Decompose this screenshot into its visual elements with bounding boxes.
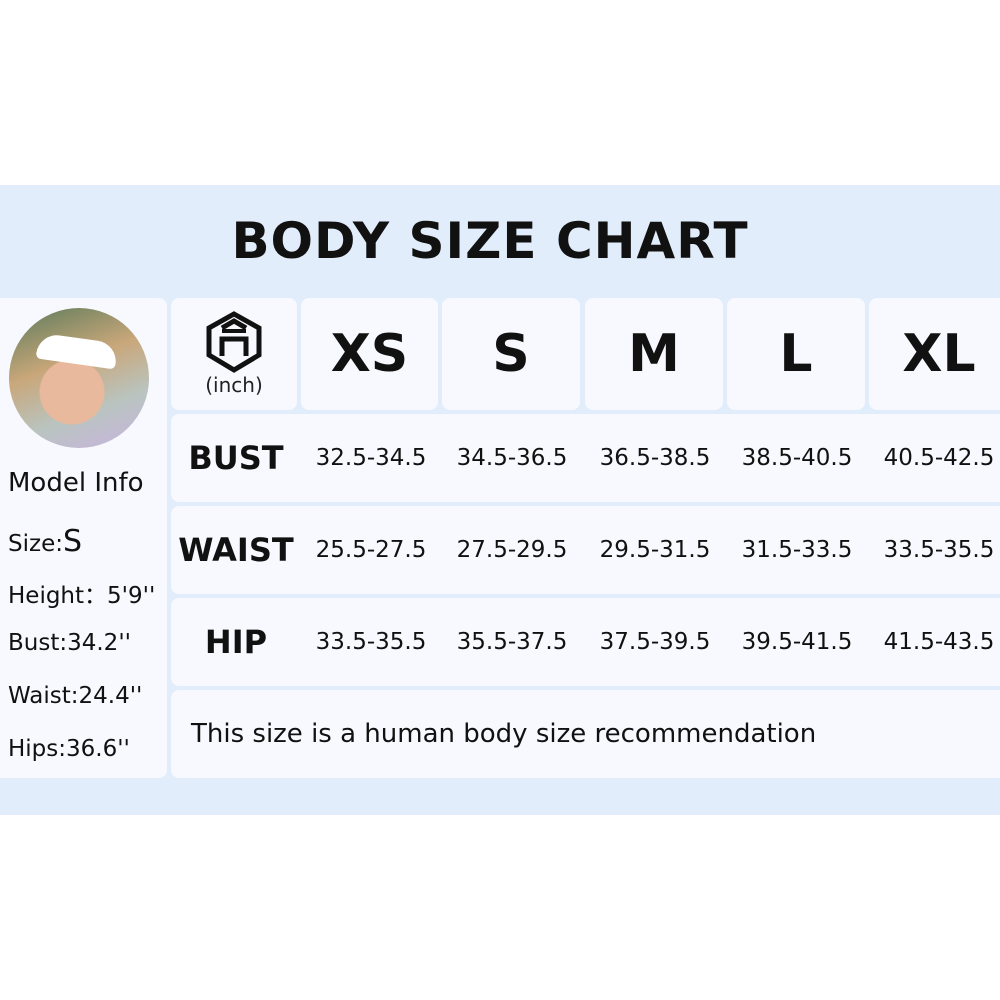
model-bust: Bust:34.2'' [8, 630, 131, 656]
size-header-s: S [442, 298, 580, 410]
size-header-xs: XS [301, 298, 438, 410]
size-value: 37.5-39.5 [599, 629, 711, 655]
size-value: 33.5-35.5 [883, 537, 995, 563]
size-header-xl: XL [869, 298, 1000, 410]
page-title: BODY SIZE CHART [231, 212, 749, 270]
size-value: 35.5-37.5 [456, 629, 568, 655]
size-header-m: M [585, 298, 723, 410]
brand-logo-icon [206, 311, 262, 373]
model-hips: Hips:36.6'' [8, 736, 130, 762]
model-waist: Waist:24.4'' [8, 683, 143, 709]
size-value: 32.5-34.5 [315, 445, 427, 471]
row-label-hip: HIP [204, 623, 268, 661]
size-value: 41.5-43.5 [883, 629, 995, 655]
unit-cell: (inch) [171, 298, 297, 410]
unit-label: (inch) [205, 373, 263, 397]
size-value: 36.5-38.5 [599, 445, 711, 471]
row-label-waist: WAIST [178, 531, 294, 569]
size-value: 25.5-27.5 [315, 537, 427, 563]
model-info-panel: Model Info Size:S Height：5'9'' Bust:34.2… [0, 298, 167, 778]
size-value: 27.5-29.5 [456, 537, 568, 563]
size-value: 39.5-41.5 [741, 629, 853, 655]
model-height: Height：5'9'' [8, 583, 156, 609]
table-row-bust [171, 414, 1000, 502]
size-value: 34.5-36.5 [456, 445, 568, 471]
model-info-heading: Model Info [8, 468, 144, 498]
size-value: 29.5-31.5 [599, 537, 711, 563]
row-label-bust: BUST [188, 439, 284, 477]
size-value: 40.5-42.5 [883, 445, 995, 471]
model-size: Size:S [8, 524, 83, 559]
size-note: This size is a human body size recommend… [171, 690, 1000, 778]
size-value: 31.5-33.5 [741, 537, 853, 563]
table-row-hip [171, 598, 1000, 686]
model-avatar [9, 308, 149, 448]
size-value: 33.5-35.5 [315, 629, 427, 655]
size-value: 38.5-40.5 [741, 445, 853, 471]
table-row-waist [171, 506, 1000, 594]
size-header-l: L [727, 298, 865, 410]
